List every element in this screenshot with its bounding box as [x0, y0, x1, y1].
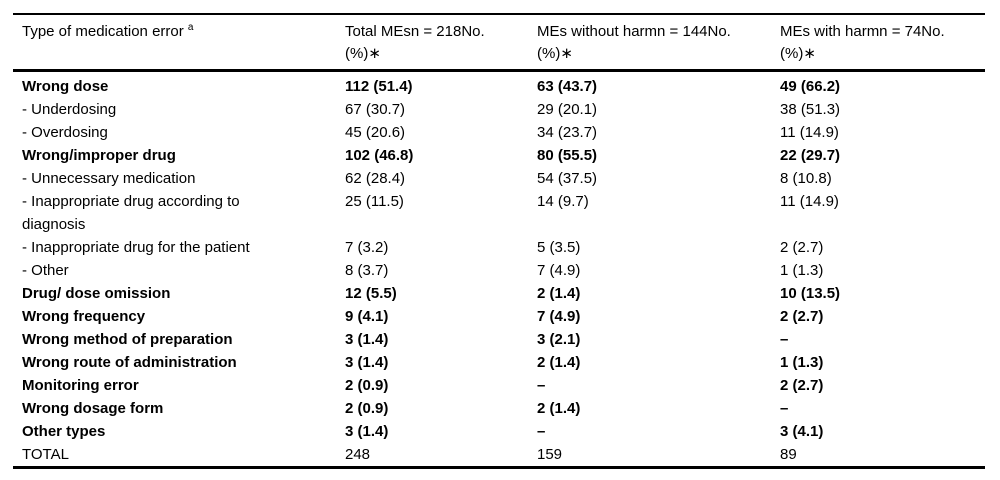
row-label-cell: Monitoring error — [22, 377, 139, 394]
table-row: Drug/ dose omission 12 (5.5) 2 (1.4) 10 … — [13, 282, 985, 305]
table-row: Wrong dosage form 2 (0.9) 2 (1.4) – — [13, 397, 985, 420]
without-harm-value-cell: 3 (2.1) — [537, 331, 581, 348]
total-value-cell: 3 (1.4) — [345, 423, 389, 440]
table-row: Wrong frequency 9 (4.1) 7 (4.9) 2 (2.7) — [13, 305, 985, 328]
total-value-cell: 3 (1.4) — [345, 354, 389, 371]
total-value-cell: 9 (4.1) — [345, 308, 389, 325]
without-harm-value-cell: 7 (4.9) — [537, 308, 581, 325]
with-harm-value-cell: 2 (2.7) — [780, 308, 824, 325]
without-harm-value-cell: 14 (9.7) — [537, 193, 589, 210]
table-row: Wrong route of administration 3 (1.4) 2 … — [13, 351, 985, 374]
without-harm-value-cell: – — [537, 423, 546, 440]
without-harm-value-cell: 2 (1.4) — [537, 285, 581, 302]
row-label-cell: TOTAL — [22, 446, 69, 463]
table-row: - Inappropriate drug for the patient 7 (… — [13, 236, 985, 259]
total-value-cell: 102 (46.8) — [345, 147, 414, 164]
total-value-cell: 3 (1.4) — [345, 331, 389, 348]
table-row: Wrong/improper drug 102 (46.8) 80 (55.5)… — [13, 144, 985, 167]
total-value-cell: 62 (28.4) — [345, 170, 406, 187]
table-row: - Underdosing 67 (30.7) 29 (20.1) 38 (51… — [13, 98, 985, 121]
with-harm-value-cell: 2 (2.7) — [780, 239, 824, 256]
table-row: - Other 8 (3.7) 7 (4.9) 1 (1.3) — [13, 259, 985, 282]
with-harm-value-cell: 38 (51.3) — [780, 101, 841, 118]
without-harm-value-cell: 2 (1.4) — [537, 400, 581, 417]
row-label-cell: Wrong method of preparation — [22, 331, 233, 348]
table-row: TOTAL 248 159 89 — [13, 443, 985, 468]
col-header-total-line1: Total MEsn = 218No. — [345, 23, 485, 40]
without-harm-value-cell: 63 (43.7) — [537, 78, 598, 95]
with-harm-value-cell: – — [780, 400, 789, 417]
total-value-cell: 7 (3.2) — [345, 239, 389, 256]
without-harm-value-cell: 159 — [537, 446, 563, 463]
with-harm-value-cell: 2 (2.7) — [780, 377, 824, 394]
without-harm-value-cell: 29 (20.1) — [537, 101, 598, 118]
col-header-with-harm-line2: (%)∗ — [780, 45, 816, 62]
row-label-cell: - Unnecessary medication — [22, 170, 196, 187]
col-header-type: Type of medication error a — [13, 14, 345, 72]
row-label-cell: Wrong dose — [22, 78, 109, 95]
row-label-cell: Wrong/improper drug — [22, 147, 176, 164]
total-value-cell: 248 — [345, 446, 371, 463]
with-harm-value-cell: 89 — [780, 446, 797, 463]
row-label-cell: Wrong dosage form — [22, 400, 164, 417]
total-value-cell: 25 (11.5) — [345, 193, 404, 210]
col-header-with-harm-line1: MEs with harmn = 74No. — [780, 23, 945, 40]
total-value-cell: 2 (0.9) — [345, 377, 389, 394]
row-label-cell: - Other — [22, 262, 69, 279]
row-label-cell: Wrong frequency — [22, 308, 146, 325]
table-row: Wrong dose 112 (51.4) 63 (43.7) 49 (66.2… — [13, 71, 985, 99]
table-row: Wrong method of preparation 3 (1.4) 3 (2… — [13, 328, 985, 351]
row-label-cell: Other types — [22, 423, 106, 440]
total-value-cell: 112 (51.4) — [345, 78, 413, 95]
table-row: - Unnecessary medication 62 (28.4) 54 (3… — [13, 167, 985, 190]
with-harm-value-cell: 3 (4.1) — [780, 423, 824, 440]
total-value-cell: 2 (0.9) — [345, 400, 389, 417]
with-harm-value-cell: 49 (66.2) — [780, 78, 841, 95]
table-row: - Overdosing 45 (20.6) 34 (23.7) 11 (14.… — [13, 121, 985, 144]
without-harm-value-cell: – — [537, 377, 546, 394]
total-value-cell: 8 (3.7) — [345, 262, 389, 279]
with-harm-value-cell: 11 (14.9) — [780, 124, 839, 141]
with-harm-value-cell: 11 (14.9) — [780, 193, 839, 210]
with-harm-value-cell: 10 (13.5) — [780, 285, 841, 302]
with-harm-value-cell: 1 (1.3) — [780, 354, 824, 371]
row-label-cell: - Overdosing — [22, 124, 108, 141]
col-header-total-line2: (%)∗ — [345, 45, 381, 62]
col-header-without-harm-line1: MEs without harmn = 144No. — [537, 23, 731, 40]
row-label-cell: Drug/ dose omission — [22, 285, 171, 302]
row-label-cell: - Underdosing — [22, 101, 117, 118]
with-harm-value-cell: – — [780, 331, 789, 348]
table-row: - Inappropriate drug according to diagno… — [13, 190, 985, 236]
without-harm-value-cell: 2 (1.4) — [537, 354, 581, 371]
col-header-without-harm-line2: (%)∗ — [537, 45, 573, 62]
row-label-cell: - Inappropriate drug according to diagno… — [22, 193, 240, 233]
with-harm-value-cell: 8 (10.8) — [780, 170, 832, 187]
without-harm-value-cell: 7 (4.9) — [537, 262, 581, 279]
table-body: Wrong dose 112 (51.4) 63 (43.7) 49 (66.2… — [13, 71, 985, 468]
table-row: Other types 3 (1.4) – 3 (4.1) — [13, 420, 985, 443]
without-harm-value-cell: 54 (37.5) — [537, 170, 598, 187]
without-harm-value-cell: 80 (55.5) — [537, 147, 598, 164]
medication-errors-table: Type of medication error a Total MEsn = … — [13, 13, 985, 469]
table-row: Monitoring error 2 (0.9) – 2 (2.7) — [13, 374, 985, 397]
without-harm-value-cell: 5 (3.5) — [537, 239, 581, 256]
total-value-cell: 45 (20.6) — [345, 124, 406, 141]
col-header-with-harm: MEs with harmn = 74No. (%)∗ — [780, 14, 985, 72]
col-header-without-harm: MEs without harmn = 144No. (%)∗ — [537, 14, 780, 72]
col-header-type-label: Type of medication error — [22, 23, 184, 40]
col-header-total: Total MEsn = 218No. (%)∗ — [345, 14, 537, 72]
total-value-cell: 12 (5.5) — [345, 285, 397, 302]
with-harm-value-cell: 22 (29.7) — [780, 147, 841, 164]
with-harm-value-cell: 1 (1.3) — [780, 262, 824, 279]
row-label-cell: Wrong route of administration — [22, 354, 237, 371]
header-row: Type of medication error a Total MEsn = … — [13, 14, 985, 72]
footnote-marker-a: a — [187, 22, 194, 33]
row-label-cell: - Inappropriate drug for the patient — [22, 239, 250, 256]
without-harm-value-cell: 34 (23.7) — [537, 124, 598, 141]
table-container: Type of medication error a Total MEsn = … — [13, 13, 985, 469]
total-value-cell: 67 (30.7) — [345, 101, 406, 118]
